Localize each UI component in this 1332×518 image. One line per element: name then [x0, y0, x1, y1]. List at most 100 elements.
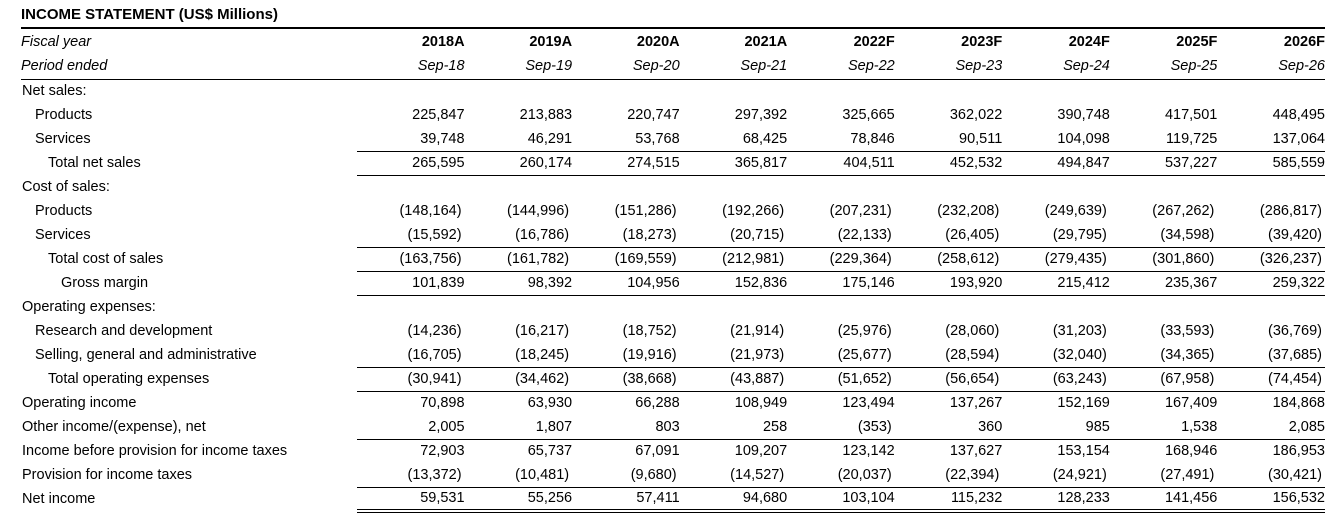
cell-value — [680, 79, 788, 103]
cell-value: 184,868 — [1272, 395, 1325, 412]
cell-value: (63,243) — [1002, 367, 1110, 392]
cell-value: 65,737 — [527, 443, 573, 460]
cell-value — [1217, 175, 1325, 199]
cell-value: (192,266) — [722, 203, 785, 219]
table-row: Income before provision for income taxes… — [21, 439, 1325, 463]
cell-value: (27,491) — [1109, 463, 1218, 488]
period-header: Sep-25 — [1109, 54, 1218, 80]
table-row: Operating expenses: — [21, 295, 1325, 319]
cell-value: (30,941) — [357, 367, 465, 392]
cell-value: (16,786) — [464, 223, 573, 248]
table-row: Selling, general and administrative (16,7… — [21, 343, 1325, 368]
cell-value: 452,532 — [894, 151, 1003, 176]
period-ended-label: Period ended — [21, 54, 357, 80]
cell-value: 259,322 — [1217, 271, 1325, 296]
cell-value: (161,782) — [464, 247, 573, 272]
cell-value: 404,511 — [787, 151, 895, 176]
cell-value: 128,233 — [1002, 487, 1110, 513]
cell-value: (279,435) — [1002, 247, 1110, 272]
cell-value: 2,085 — [1217, 415, 1325, 440]
period-header: Sep-26 — [1217, 54, 1325, 80]
cell-value: 115,232 — [894, 487, 1003, 513]
cell-value: (14,527) — [679, 463, 788, 488]
row-label: Provision for income taxes — [22, 467, 193, 483]
cell-value — [895, 295, 1003, 319]
cell-value: 167,409 — [1164, 395, 1218, 412]
cell-value: (24,921) — [1002, 463, 1110, 488]
cell-value — [787, 295, 895, 319]
cell-value — [572, 295, 680, 319]
cell-value: (18,752) — [622, 323, 677, 339]
period-header: Sep-20 — [572, 54, 680, 80]
fiscal-year-row: Fiscal year 2018A 2019A 2020A 2021A 2022F 202… — [21, 29, 1325, 54]
income-statement-table: Fiscal year 2018A 2019A 2020A 2021A 2022F 202… — [21, 29, 1325, 513]
cell-value: (326,237) — [1217, 247, 1325, 272]
period-header: Sep-21 — [679, 54, 788, 80]
cell-value: 153,154 — [1057, 443, 1110, 460]
table-row: Services 39,748 46,291 53,768 68,425 78,846 90… — [21, 127, 1325, 152]
cell-value: 360 — [894, 415, 1003, 440]
row-label: Cost of sales: — [22, 179, 110, 195]
cell-value: (38,668) — [572, 367, 680, 392]
cell-value: (22,133) — [787, 223, 895, 248]
cell-value: 101,839 — [357, 271, 465, 296]
row-label: Other income/(expense), net — [22, 419, 206, 435]
cell-value: (37,685) — [1217, 343, 1325, 368]
cell-value: (16,217) — [515, 323, 570, 339]
cell-value: (29,795) — [1002, 223, 1110, 248]
cell-value — [1002, 295, 1110, 319]
cell-value: 137,627 — [949, 443, 1003, 460]
row-label: Total net sales — [48, 155, 141, 171]
row-label: Services — [35, 131, 91, 147]
table-row: Other income/(expense), net 2,005 1,807 803… — [21, 415, 1325, 440]
year-header: 2019A — [529, 33, 573, 50]
cell-value: 119,725 — [1109, 127, 1218, 152]
cell-value: 585,559 — [1217, 151, 1325, 176]
cell-value: (34,365) — [1109, 343, 1218, 368]
fiscal-year-label: Fiscal year — [21, 33, 92, 50]
cell-value: (18,245) — [464, 343, 573, 368]
cell-value: 193,920 — [894, 271, 1003, 296]
cell-value: (14,236) — [407, 323, 462, 339]
cell-value: (10,481) — [464, 463, 573, 488]
cell-value: 67,091 — [635, 443, 680, 460]
period-header: Sep-22 — [787, 54, 895, 80]
cell-value: 98,392 — [464, 271, 573, 296]
row-label: Operating income — [22, 395, 137, 411]
cell-value — [787, 175, 895, 199]
cell-value: (51,652) — [787, 367, 895, 392]
cell-value: 365,817 — [679, 151, 788, 176]
cell-value — [465, 79, 573, 103]
cell-value: 225,847 — [412, 107, 465, 123]
cell-value: (212,981) — [679, 247, 788, 272]
cell-value: (67,958) — [1109, 367, 1218, 392]
cell-value: 152,836 — [679, 271, 788, 296]
cell-value: (34,598) — [1109, 223, 1218, 248]
cell-value — [1217, 295, 1325, 319]
cell-value — [895, 79, 1003, 103]
cell-value: 66,288 — [635, 395, 680, 412]
cell-value: 108,949 — [734, 395, 788, 412]
cell-value: (43,887) — [679, 367, 788, 392]
cell-value: (163,756) — [357, 247, 465, 272]
row-label: Net income — [22, 491, 96, 507]
cell-value: 90,511 — [894, 127, 1003, 152]
row-label: Services — [35, 227, 91, 243]
cell-value: 417,501 — [1164, 107, 1218, 123]
row-label: Selling, general and administrative — [35, 347, 257, 363]
cell-value: (28,060) — [945, 323, 1000, 339]
cell-value — [357, 79, 465, 103]
period-header: Sep-24 — [1002, 54, 1110, 80]
cell-value: 123,494 — [842, 395, 895, 412]
cell-value: 186,953 — [1272, 443, 1325, 460]
cell-value — [1002, 79, 1110, 103]
cell-value: (26,405) — [894, 223, 1003, 248]
cell-value: (30,421) — [1217, 463, 1325, 488]
table-row: Gross margin 101,839 98,392 104,956 152,836 1… — [21, 271, 1325, 296]
cell-value: (207,231) — [829, 203, 892, 219]
table-row: Products 225,847 213,883 220,747 297,392 325,… — [21, 103, 1325, 127]
table-row: Research and development (14,236) (16,217)… — [21, 319, 1325, 343]
cell-value: 123,142 — [842, 443, 895, 460]
cell-value: 1,538 — [1109, 415, 1218, 440]
cell-value — [895, 175, 1003, 199]
